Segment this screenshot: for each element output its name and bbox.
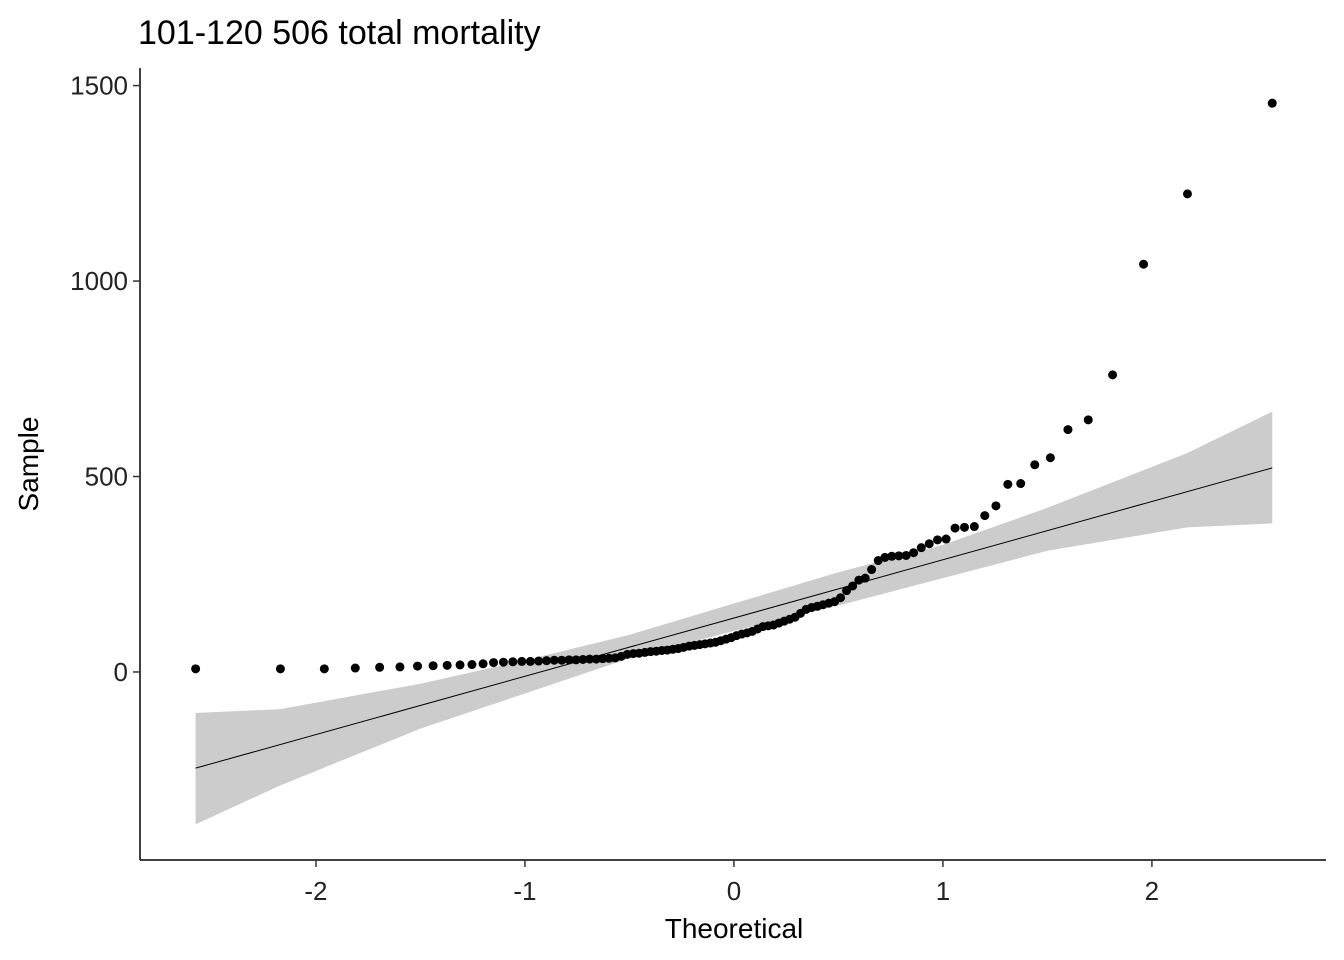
data-point (924, 539, 934, 549)
data-point (848, 581, 858, 591)
data-point (969, 522, 979, 532)
data-point (860, 573, 870, 583)
data-point (498, 657, 508, 667)
y-tick-label: 1500 (70, 71, 128, 101)
reference-line (195, 467, 1273, 769)
data-point (941, 534, 951, 544)
data-point (1045, 453, 1055, 463)
data-point (1182, 189, 1192, 199)
data-point (980, 511, 990, 521)
x-tick-label: 2 (1145, 876, 1159, 906)
data-point (1083, 415, 1093, 425)
data-point (442, 660, 452, 670)
data-point (933, 535, 943, 545)
data-point (489, 658, 499, 668)
x-tick-label: 1 (936, 876, 950, 906)
data-point (1139, 259, 1149, 269)
data-point (428, 661, 438, 671)
data-point (375, 662, 385, 672)
data-point (319, 664, 329, 674)
data-point (916, 543, 926, 553)
data-point (867, 565, 877, 575)
x-tick-label: -1 (513, 876, 536, 906)
data-point (564, 655, 574, 665)
data-point (887, 551, 897, 561)
data-point (578, 654, 588, 664)
data-point (517, 656, 527, 666)
data-point (991, 501, 1001, 511)
data-point (1003, 479, 1013, 489)
data-point (873, 556, 883, 566)
y-tick-label: 500 (85, 462, 128, 492)
data-point (478, 659, 488, 669)
data-point (455, 660, 465, 670)
data-point (836, 593, 846, 603)
data-point (585, 654, 595, 664)
data-point (508, 657, 518, 667)
y-tick-label: 1000 (70, 266, 128, 296)
data-point (880, 552, 890, 562)
data-point (395, 662, 405, 672)
data-point (549, 655, 559, 665)
y-axis-label: Sample (13, 417, 44, 512)
data-point (1016, 479, 1026, 489)
plot-area (191, 98, 1277, 825)
data-point (542, 656, 552, 666)
data-point (959, 522, 969, 532)
data-point (894, 551, 904, 561)
data-point (950, 523, 960, 533)
data-point (1030, 460, 1040, 470)
x-axis-label: Theoretical (665, 913, 804, 944)
chart-title: 101-120 506 total mortality (138, 14, 541, 52)
data-point (842, 586, 852, 596)
data-point (1063, 425, 1073, 435)
data-point (275, 664, 285, 674)
data-point (557, 655, 567, 665)
data-point (525, 656, 535, 666)
data-point (413, 661, 423, 671)
data-point (1108, 370, 1118, 380)
data-point (1267, 98, 1277, 108)
data-point (467, 660, 477, 670)
data-point (571, 655, 581, 665)
data-point (191, 664, 201, 674)
x-tick-label: -2 (304, 876, 327, 906)
data-point (901, 550, 911, 560)
data-point (591, 654, 601, 664)
data-point (909, 548, 919, 558)
y-tick-label: 0 (114, 657, 128, 687)
data-point (350, 663, 360, 673)
x-tick-label: 0 (727, 876, 741, 906)
data-point (534, 656, 544, 666)
